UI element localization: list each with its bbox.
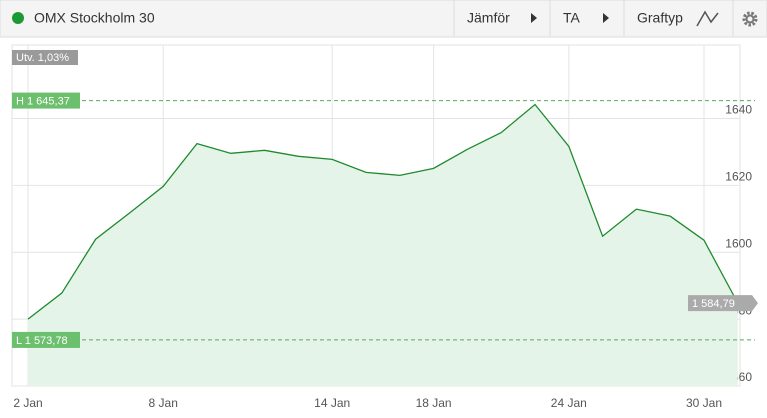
ta-label: TA bbox=[563, 10, 581, 26]
low-label: L 1 573,78 bbox=[16, 335, 68, 347]
index-title: OMX Stockholm 30 bbox=[34, 10, 155, 26]
y-tick-label: 1620 bbox=[725, 170, 752, 184]
compare-button[interactable]: Jämför bbox=[467, 10, 537, 26]
x-tick-label: 2 Jan bbox=[13, 396, 42, 410]
low-badge-box bbox=[12, 331, 80, 348]
area-fill bbox=[28, 104, 738, 386]
arrow-icon bbox=[603, 13, 609, 23]
chart-type-button[interactable]: Graftyp bbox=[637, 10, 719, 27]
x-tick-label: 24 Jan bbox=[551, 396, 587, 410]
gear-icon bbox=[745, 14, 755, 24]
settings-button[interactable] bbox=[742, 11, 758, 27]
chart-type-label: Graftyp bbox=[637, 10, 683, 26]
x-tick-label: 30 Jan bbox=[686, 396, 722, 410]
x-tick-label: 8 Jan bbox=[149, 396, 178, 410]
x-tick-label: 18 Jan bbox=[416, 396, 452, 410]
gear-icon bbox=[742, 11, 758, 27]
line-icon bbox=[696, 10, 719, 27]
x-tick-label: 14 Jan bbox=[314, 396, 350, 410]
change-badge-box bbox=[12, 50, 78, 65]
price-line bbox=[27, 103, 739, 320]
arrow-icon bbox=[531, 13, 537, 23]
low-badge: L 1 573,78 bbox=[12, 331, 80, 348]
toolbar bbox=[0, 0, 767, 38]
high-badge: H 1 645,37 bbox=[12, 92, 80, 109]
last-badge-box bbox=[688, 295, 758, 312]
last-label: 1 584,79 bbox=[692, 298, 735, 310]
index-dot bbox=[12, 12, 24, 24]
change-label: Utv. 1,03% bbox=[16, 52, 69, 64]
high-label: H 1 645,37 bbox=[16, 96, 70, 108]
y-tick-label: 1600 bbox=[725, 236, 752, 250]
high-badge-box bbox=[12, 92, 80, 109]
ta-button[interactable]: TA bbox=[563, 10, 609, 26]
compare-label: Jämför bbox=[467, 10, 510, 26]
y-tick-label: 1640 bbox=[725, 103, 752, 117]
